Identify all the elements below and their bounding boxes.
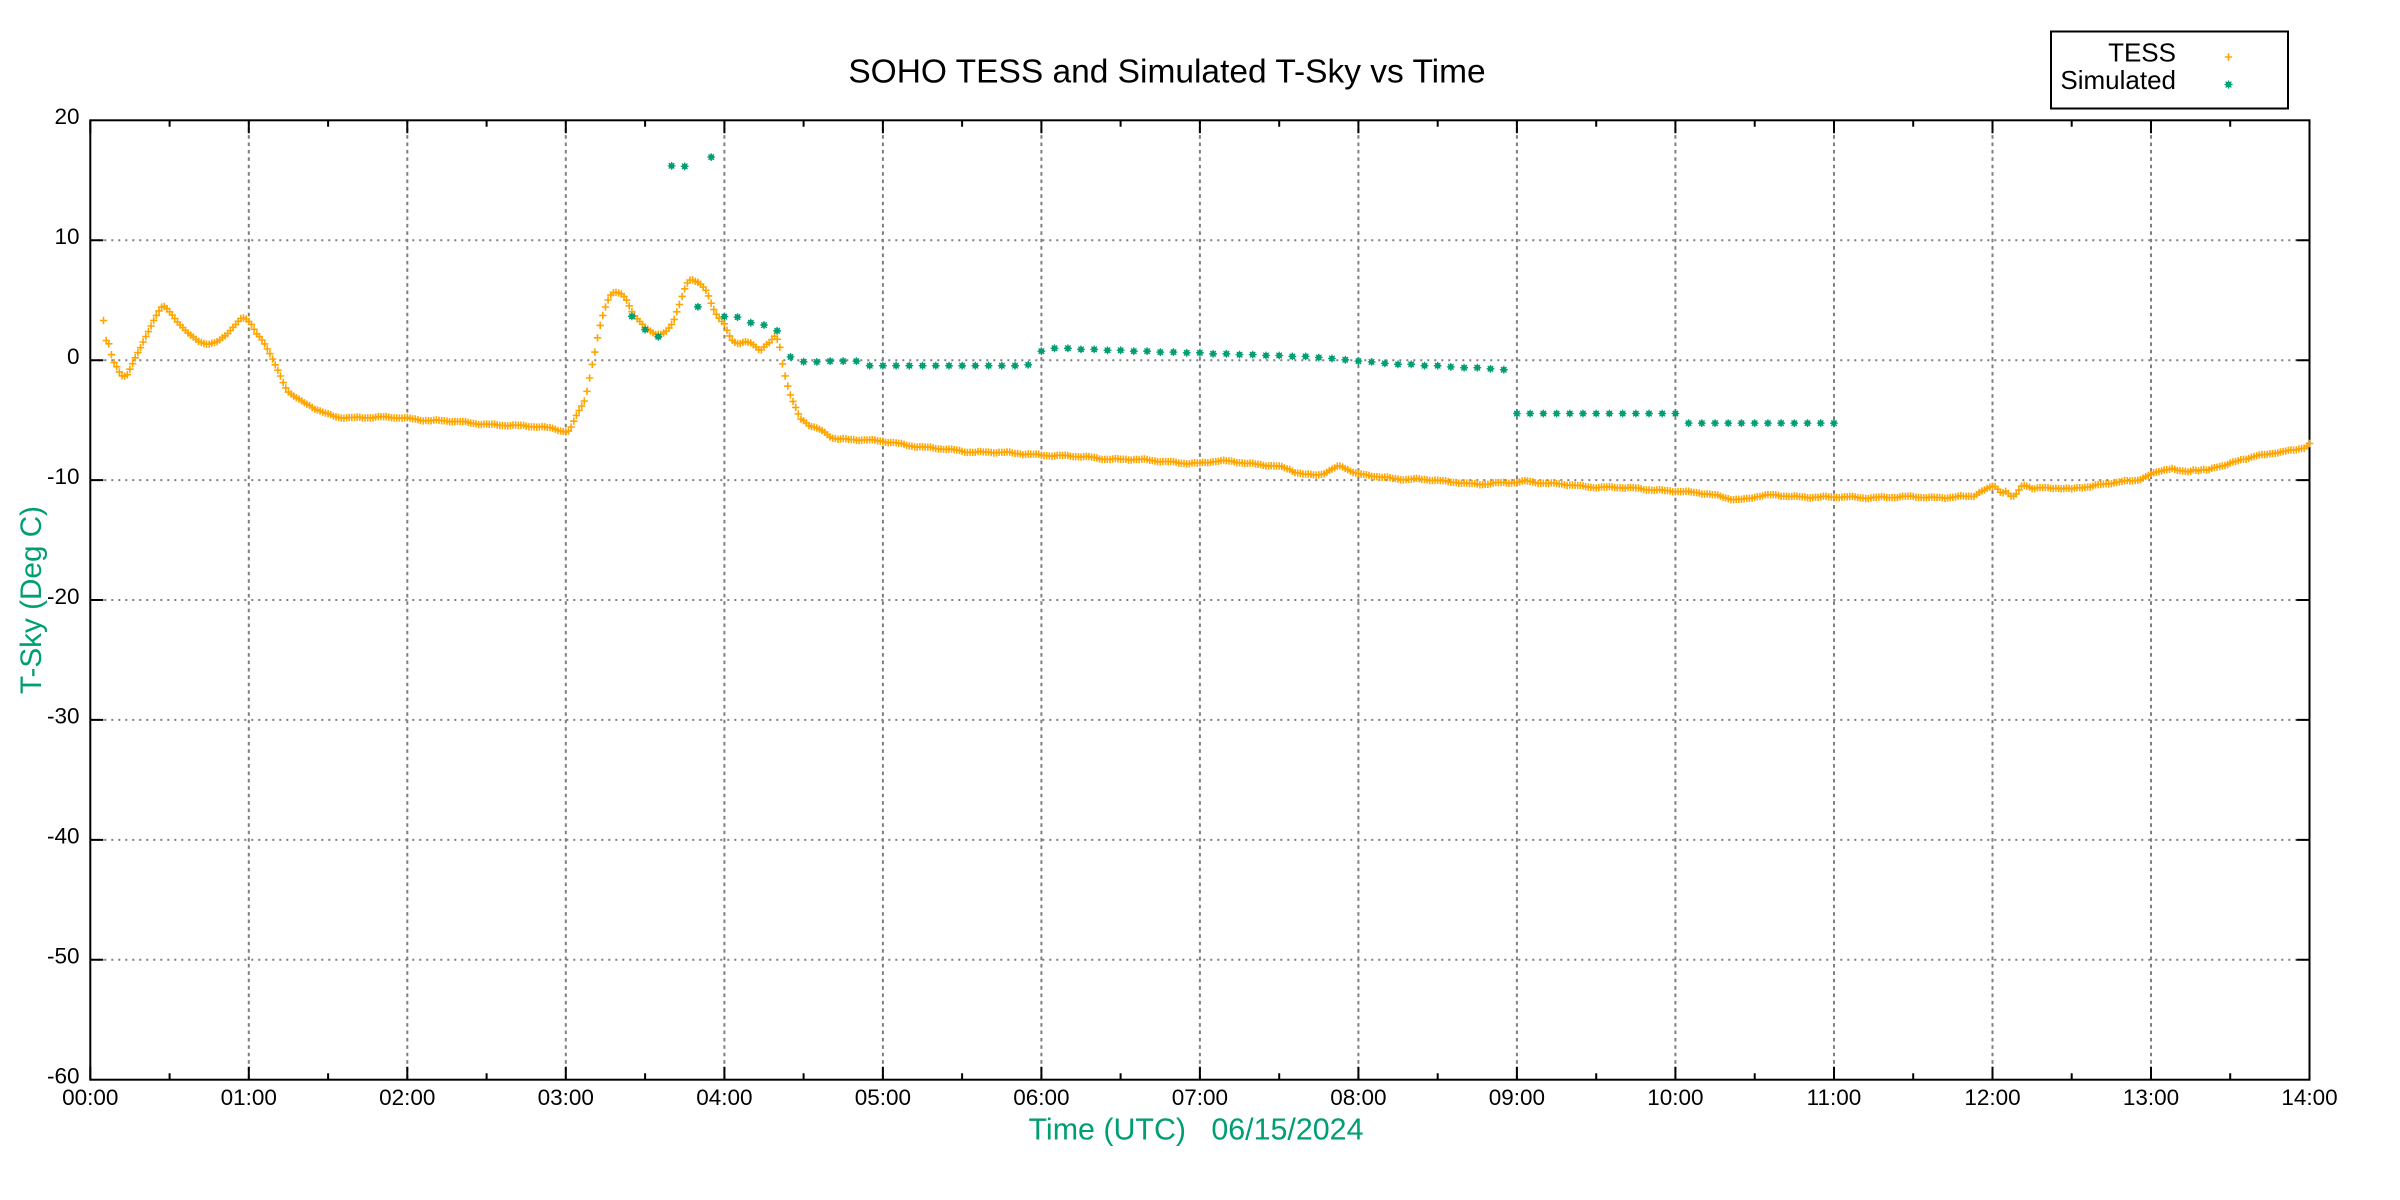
svg-text:Time (UTC) 06/15/2024: Time (UTC) 06/15/2024 [1029, 1113, 1364, 1147]
svg-text:07:00: 07:00 [1172, 1085, 1228, 1110]
svg-text:09:00: 09:00 [1489, 1085, 1545, 1110]
svg-text:00:00: 00:00 [62, 1085, 118, 1110]
svg-text:-30: -30 [47, 704, 80, 729]
svg-text:20: 20 [54, 104, 79, 129]
svg-text:10:00: 10:00 [1647, 1085, 1703, 1110]
svg-text:0: 0 [67, 344, 80, 369]
svg-text:TESS: TESS [2108, 38, 2176, 68]
svg-text:05:00: 05:00 [855, 1085, 911, 1110]
svg-text:06:00: 06:00 [1013, 1085, 1069, 1110]
svg-text:13:00: 13:00 [2123, 1085, 2179, 1110]
svg-text:14:00: 14:00 [2281, 1085, 2337, 1110]
svg-text:04:00: 04:00 [696, 1085, 752, 1110]
svg-text:-50: -50 [47, 944, 80, 969]
svg-text:-40: -40 [47, 824, 80, 849]
svg-text:01:00: 01:00 [221, 1085, 277, 1110]
svg-text:-60: -60 [47, 1064, 80, 1089]
svg-text:08:00: 08:00 [1330, 1085, 1386, 1110]
svg-text:SOHO TESS and Simulated T-Sky: SOHO TESS and Simulated T-Sky vs Time [848, 53, 1485, 90]
svg-text:-20: -20 [47, 584, 80, 609]
svg-text:03:00: 03:00 [538, 1085, 594, 1110]
svg-text:10: 10 [54, 224, 79, 249]
svg-text:-10: -10 [47, 464, 80, 489]
svg-text:T-Sky (Deg C): T-Sky (Deg C) [15, 506, 48, 694]
svg-text:11:00: 11:00 [1807, 1085, 1862, 1110]
svg-text:02:00: 02:00 [379, 1085, 435, 1110]
svg-text:Simulated: Simulated [2060, 65, 2176, 95]
svg-text:12:00: 12:00 [1964, 1085, 2020, 1110]
